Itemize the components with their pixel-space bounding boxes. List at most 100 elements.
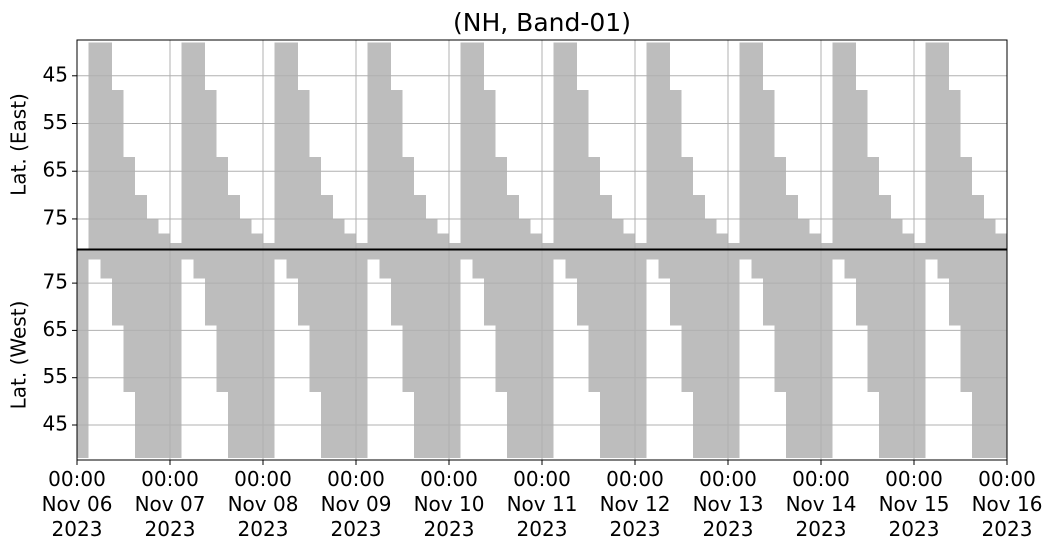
coverage-bar — [216, 250, 229, 392]
coverage-bar — [890, 250, 903, 459]
coverage-bar — [762, 90, 775, 249]
coverage-bar — [472, 42, 484, 249]
coverage-bar — [100, 250, 112, 279]
coverage-bar — [356, 250, 368, 459]
coverage-bar — [704, 218, 717, 249]
coverage-bar — [495, 156, 508, 249]
coverage-bar — [518, 218, 531, 249]
coverage-bar — [390, 90, 403, 249]
x-tick-label: 00:00 Nov 06 2023 — [41, 467, 113, 541]
coverage-bar — [623, 233, 635, 249]
coverage-bar — [669, 90, 682, 249]
coverage-bar — [786, 250, 798, 459]
coverage-bar — [286, 42, 298, 249]
x-tick-label: 00:00 Nov 13 2023 — [692, 467, 764, 541]
coverage-bar — [170, 250, 182, 459]
coverage-bar — [507, 195, 519, 249]
coverage-bar — [751, 42, 763, 249]
coverage-bar — [635, 250, 647, 459]
coverage-bar — [530, 250, 542, 459]
coverage-bar — [611, 218, 624, 249]
coverage-bar — [879, 250, 891, 459]
y-tick-label: 75 — [43, 270, 68, 294]
coverage-bar — [390, 250, 403, 326]
coverage-bar — [228, 195, 240, 249]
coverage-bar — [100, 42, 112, 249]
coverage-bar — [553, 42, 566, 249]
coverage-bar — [995, 233, 1007, 249]
x-tick-label: 00:00 Nov 14 2023 — [785, 467, 857, 541]
coverage-bar — [983, 250, 996, 459]
coverage-bar — [193, 42, 205, 249]
coverage-bar — [286, 250, 298, 279]
coverage-bar — [588, 156, 601, 249]
coverage-bar — [437, 250, 449, 459]
y-tick-label: 55 — [43, 364, 68, 388]
coverage-bar — [925, 250, 938, 260]
coverage-bar — [542, 250, 554, 459]
coverage-bar — [914, 242, 926, 249]
coverage-bar — [216, 156, 229, 249]
coverage-bar — [832, 250, 845, 260]
coverage-bar — [367, 42, 380, 249]
y-tick-label: 45 — [43, 62, 68, 86]
y-tick-label: 65 — [43, 317, 68, 341]
x-tick-label: 00:00 Nov 07 2023 — [134, 467, 206, 541]
y-tick-label: 75 — [43, 205, 68, 229]
coverage-bar — [844, 250, 856, 279]
y-tick-label: 55 — [43, 110, 68, 134]
coverage-bar — [948, 250, 961, 326]
coverage-bar — [623, 250, 635, 459]
coverage-bar — [658, 250, 670, 279]
coverage-bar — [774, 156, 787, 249]
coverage-bar — [704, 250, 717, 459]
x-tick-label: 00:00 Nov 11 2023 — [506, 467, 578, 541]
coverage-bar — [181, 42, 194, 249]
coverage-bar — [565, 250, 577, 279]
coverage-bar — [239, 250, 252, 459]
x-tick-label: 00:00 Nov 08 2023 — [227, 467, 299, 541]
coverage-bar — [158, 250, 170, 459]
coverage-bar — [321, 195, 333, 249]
bars — [77, 42, 1007, 459]
coverage-bar — [855, 90, 868, 249]
coverage-bar — [600, 195, 612, 249]
coverage-bar — [251, 250, 263, 459]
coverage-bar — [716, 233, 728, 249]
coverage-bar — [762, 250, 775, 326]
coverage-bar — [739, 250, 752, 260]
y-tick-label: 65 — [43, 158, 68, 182]
coverage-bar — [321, 250, 333, 459]
x-tick-label: 00:00 Nov 10 2023 — [413, 467, 485, 541]
coverage-bar — [693, 250, 705, 459]
coverage-bar — [937, 42, 949, 249]
coverage-bar — [332, 218, 345, 249]
coverage-bar — [274, 250, 287, 260]
coverage-bar — [402, 250, 415, 392]
coverage-bar — [367, 250, 380, 260]
coverage-bar — [844, 42, 856, 249]
coverage-bar — [972, 195, 984, 249]
coverage-bar — [809, 233, 821, 249]
coverage-bar — [274, 42, 287, 249]
coverage-bar — [832, 42, 845, 249]
coverage-bar — [88, 42, 101, 249]
coverage-bar — [449, 250, 461, 459]
coverage-bar — [751, 250, 763, 279]
coverage-bar — [111, 90, 124, 249]
coverage-bar — [309, 250, 322, 392]
coverage-bar — [425, 250, 438, 459]
coverage-bar — [611, 250, 624, 459]
coverage-bar — [518, 250, 531, 459]
coverage-bar — [158, 233, 170, 249]
coverage-bar — [983, 218, 996, 249]
coverage-bar — [914, 250, 926, 459]
coverage-bar — [344, 250, 356, 459]
coverage-bar — [239, 218, 252, 249]
coverage-bar — [937, 250, 949, 279]
coverage-bar — [414, 195, 426, 249]
coverage-bar — [600, 250, 612, 459]
plot-frame — [76, 39, 1008, 250]
coverage-bar — [669, 250, 682, 326]
